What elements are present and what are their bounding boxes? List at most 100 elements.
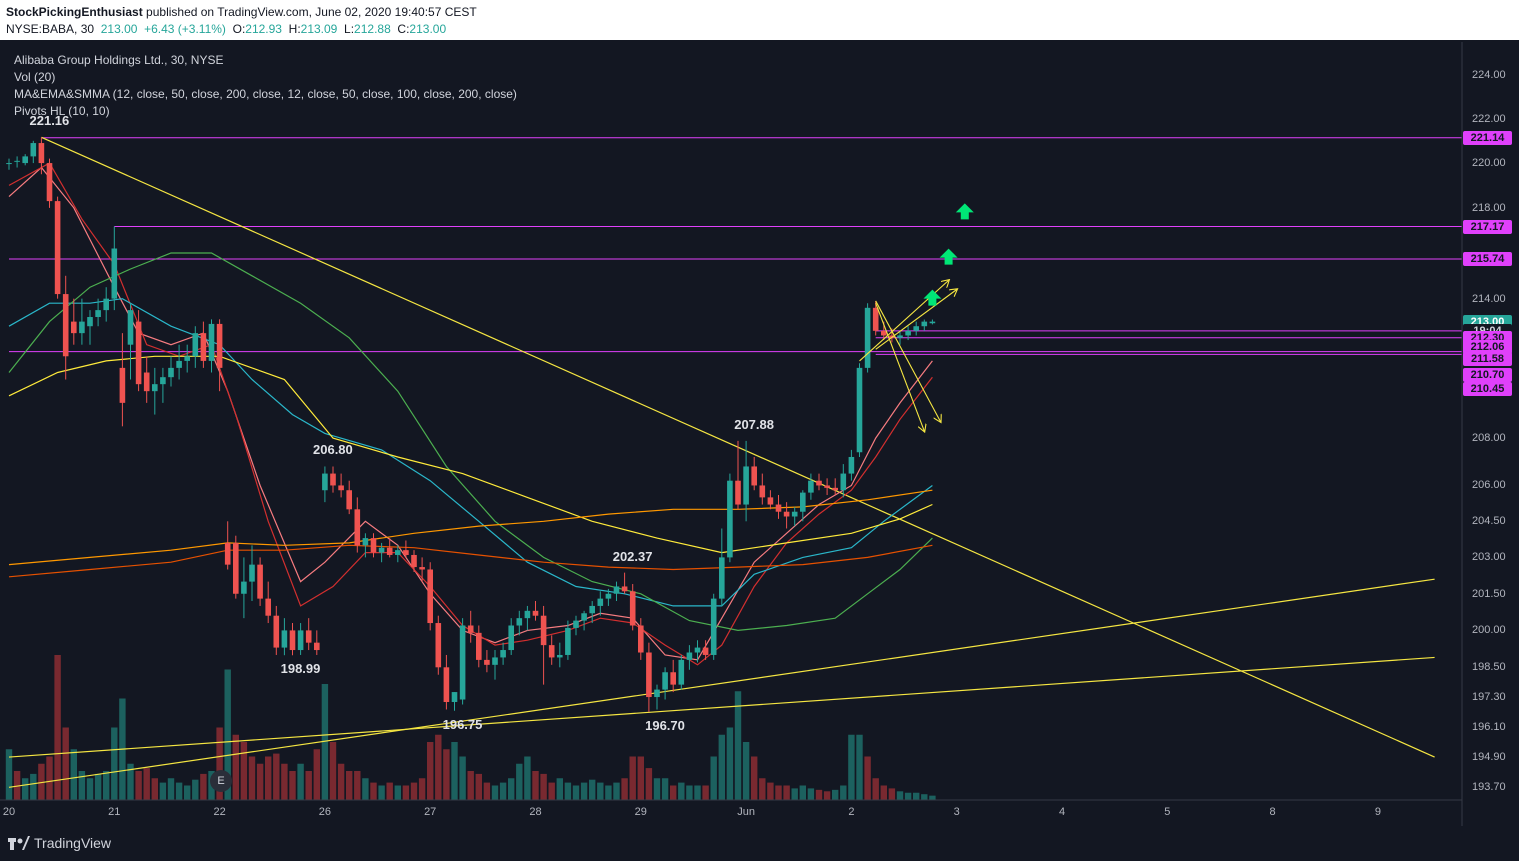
candle-body (208, 323, 215, 361)
pivot-label: 196.75 (442, 716, 483, 732)
candle-body (678, 659, 685, 685)
candle-body (346, 490, 352, 510)
candle-body (524, 610, 531, 619)
candle-body (800, 492, 806, 512)
x-tick-label: 4 (1058, 806, 1066, 818)
pivot-label: 206.80 (313, 442, 353, 458)
low-label: L: (344, 22, 355, 36)
volume-bar (224, 669, 231, 800)
volume-bar (799, 785, 806, 800)
author-name[interactable]: StockPickingEnthusiast (6, 5, 143, 19)
earnings-marker[interactable]: E (210, 770, 232, 792)
candle-body (152, 384, 158, 392)
high-label: H: (288, 22, 301, 36)
volume-bar (313, 749, 320, 800)
volume-bar (394, 785, 401, 800)
candle-body (783, 511, 790, 517)
price-change: +6.43 (+3.11%) (144, 22, 226, 36)
legend-symbol[interactable]: Alibaba Group Holdings Ltd., 30, NYSE (14, 53, 224, 67)
candle-body (111, 248, 118, 299)
volume-bar (629, 756, 636, 800)
candle-body (856, 367, 863, 453)
candle-body (354, 509, 361, 546)
candle-body (127, 310, 134, 345)
volume-bar (621, 778, 628, 800)
candle-body (192, 333, 199, 357)
candle-body (119, 367, 126, 403)
candle-body (710, 598, 717, 655)
volume-bar (265, 756, 272, 800)
pivot-label: 198.99 (280, 661, 321, 677)
volume-bar (184, 785, 191, 800)
candle-body (273, 615, 280, 648)
candle-body (459, 625, 466, 700)
legend-pivots[interactable]: Pivots HL (10, 10) (14, 104, 110, 118)
candle-body (54, 201, 61, 295)
candle-body (500, 650, 506, 658)
tradingview-brand[interactable]: TradingView (34, 835, 112, 851)
tradingview-logo-icon[interactable] (8, 836, 30, 850)
legend-ma[interactable]: MA&EMA&SMMA (12, close, 50, close, 200, … (14, 87, 517, 101)
candle-body (314, 642, 320, 651)
candle-body (638, 625, 644, 653)
candle-body (832, 487, 838, 491)
y-tick-label: 222.00 (1472, 112, 1506, 125)
candle-body (476, 632, 482, 660)
x-tick-label: 29 (634, 806, 647, 818)
volume-bar (5, 749, 13, 800)
pivot-label: 196.70 (645, 717, 685, 733)
candle-body (613, 586, 620, 594)
volume-bar (888, 788, 896, 800)
candle-body (30, 143, 37, 157)
volume-bar (524, 756, 531, 800)
candle-body (330, 473, 336, 486)
y-tick-label: 214.00 (1472, 292, 1506, 305)
volume-bar (305, 771, 312, 800)
volume-bar (597, 782, 604, 800)
volume-bar (564, 782, 572, 800)
volume-bar (686, 785, 693, 800)
candle-body (411, 554, 417, 568)
volume-bar (151, 778, 158, 800)
y-tick-label: 198.50 (1472, 661, 1506, 674)
price-badge: 221.14 (1463, 130, 1512, 145)
legend-volume[interactable]: Vol (20) (14, 70, 56, 84)
volume-bar (167, 778, 175, 800)
publish-info: published on TradingView.com, June 02, 2… (146, 5, 477, 19)
y-tick-label: 197.30 (1472, 691, 1506, 704)
candle-body (386, 547, 393, 555)
volume-bar (337, 763, 345, 800)
x-tick-label: 22 (213, 806, 226, 818)
volume-bar (904, 792, 912, 800)
candle-body (646, 652, 652, 698)
candle-body (686, 652, 693, 660)
trend-line (8, 578, 1435, 788)
moving-average-line (8, 252, 933, 632)
price-chart[interactable] (0, 40, 1519, 826)
chart-grid (0, 42, 1462, 800)
candle-body (484, 659, 490, 665)
projection-arrows (859, 280, 957, 431)
volume-bar (540, 773, 547, 800)
volume-bar (386, 782, 393, 800)
volume-bar (864, 756, 871, 800)
candle-body (14, 160, 20, 162)
volume-bar (354, 771, 361, 800)
volume-bar (670, 785, 677, 800)
volume-bar (823, 791, 831, 800)
candle-body (872, 307, 879, 331)
volume-bar (46, 756, 53, 800)
candle-body (548, 645, 555, 658)
candle-body (654, 689, 660, 698)
y-tick-label: 208.00 (1472, 432, 1506, 445)
price-badge: 212.06 (1463, 340, 1512, 354)
pivot-label: 221.16 (29, 113, 70, 129)
candle-body (403, 550, 409, 555)
y-tick-label: 206.00 (1472, 479, 1506, 492)
open-label: O: (232, 22, 246, 36)
volume-bar (499, 782, 507, 800)
candle-body (168, 367, 174, 378)
target-arrows (923, 203, 974, 306)
candle-body (435, 623, 442, 668)
volume-bar (467, 771, 474, 800)
